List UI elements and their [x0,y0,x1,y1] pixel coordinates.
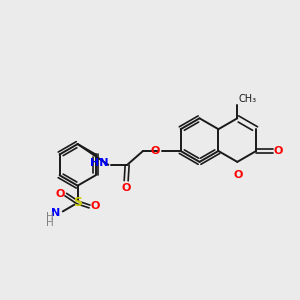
Text: O: O [122,183,131,193]
Text: O: O [234,170,243,180]
Text: CH₃: CH₃ [238,94,256,104]
Text: O: O [274,146,284,156]
Text: N: N [50,208,60,218]
Text: H: H [46,212,54,222]
Text: HN: HN [90,158,108,168]
Text: H: H [46,218,54,228]
Text: O: O [56,189,65,199]
Text: O: O [151,146,160,156]
Text: O: O [91,202,100,212]
Text: S: S [73,196,82,209]
